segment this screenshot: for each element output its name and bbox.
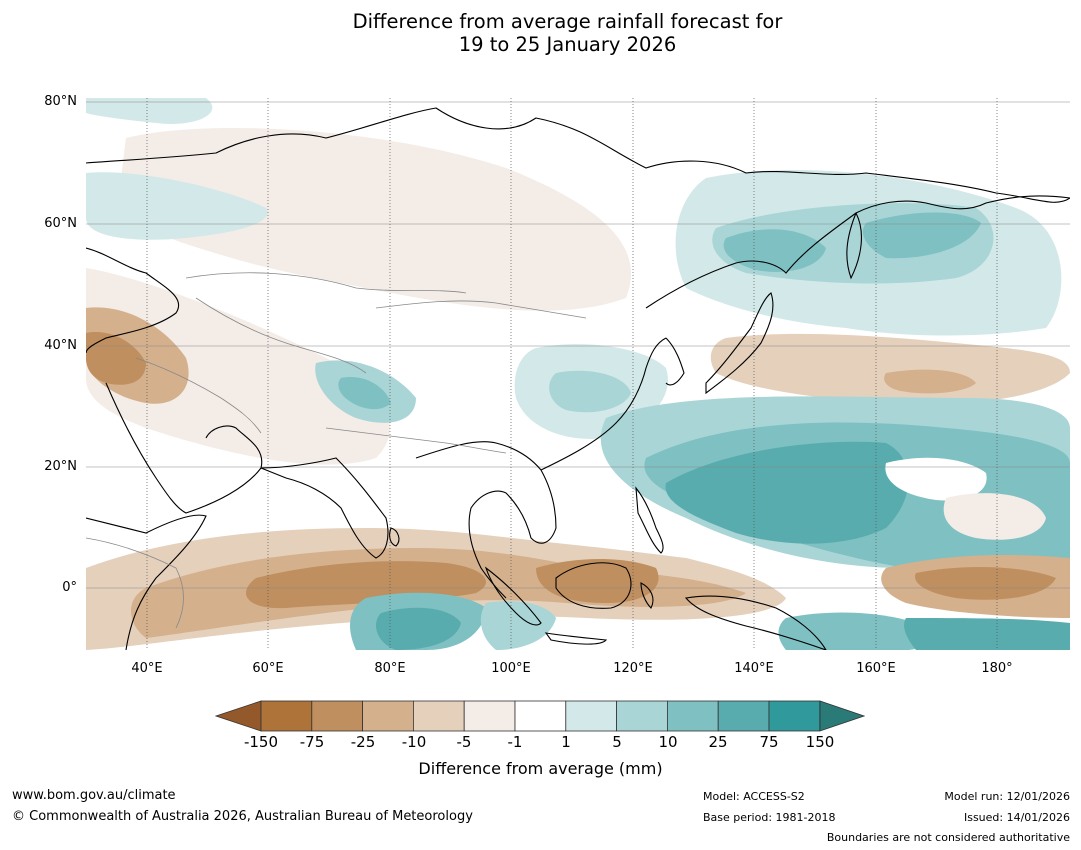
colour-bar-box <box>260 700 313 732</box>
legend-tick-minus-1: -1 <box>507 733 523 751</box>
coast-korea <box>665 337 685 386</box>
lat-label-60n: 60°N <box>44 216 77 231</box>
lon-label-60e: 60°E <box>252 661 284 676</box>
gridlines <box>86 101 1070 589</box>
legend-tick-minus-150: -150 <box>243 733 279 751</box>
coast-sulawesi <box>640 582 654 609</box>
legend-tick-1: 1 <box>561 733 571 751</box>
legend-tick-10: 10 <box>658 733 678 751</box>
lon-label-160e: 160°E <box>856 661 896 676</box>
border-russia-central-asia <box>185 272 467 294</box>
issued-date: Issued: 14/01/2026 <box>963 811 1070 824</box>
coast-japan <box>705 292 774 395</box>
base-period: Base period: 1981-2018 <box>703 811 836 824</box>
dry-pocket-east-pacific <box>943 493 1046 540</box>
colour-bar <box>215 700 865 732</box>
anomaly-shading <box>86 98 1070 650</box>
dry-region-borneo <box>536 559 659 603</box>
colour-bar-box <box>412 700 465 732</box>
dry-core-central-pacific-south <box>915 566 1056 600</box>
border-china-mongolia <box>375 300 587 319</box>
website-link[interactable]: www.bom.gov.au/climate <box>12 788 176 803</box>
coastlines <box>86 107 1070 650</box>
dry-band-north-pacific <box>710 333 1070 405</box>
dry-region-north-asia <box>116 128 631 311</box>
coast-sri-lanka <box>389 527 400 547</box>
lon-label-100e: 100°E <box>491 661 531 676</box>
lon-label-180: 180° <box>981 661 1013 676</box>
map-title: Difference from average rainfall forecas… <box>0 10 1081 56</box>
coast-sumatra <box>484 566 542 626</box>
rainfall-anomaly-map <box>86 98 1070 650</box>
coast-southeast-asia <box>415 441 557 599</box>
colour-bar-boxes <box>260 700 821 732</box>
legend-tick-75: 75 <box>759 733 779 751</box>
colour-bar-box <box>514 700 567 732</box>
wet-region-west-australia <box>480 601 556 650</box>
border-middle-east <box>135 357 262 434</box>
lon-label-120e: 120°E <box>613 661 653 676</box>
title-line-2: 19 to 25 January 2026 <box>458 33 677 56</box>
dry-region-middle-east-core <box>86 332 146 385</box>
coast-borneo <box>555 562 632 609</box>
dry-pocket-central-pacific <box>885 457 987 501</box>
colour-bar-box <box>362 700 414 732</box>
wet-region-arctic-west <box>86 172 268 240</box>
lat-label-0: 0° <box>62 580 77 595</box>
dry-core-north-pacific <box>884 369 976 394</box>
colour-bar-box <box>666 700 719 732</box>
coast-india <box>260 457 389 559</box>
legend-tick-minus-10: -10 <box>401 733 427 751</box>
meridians <box>146 98 998 650</box>
coast-arctic-eurasia <box>86 107 1070 203</box>
wet-region-south-pacific <box>904 618 1070 650</box>
coast-java <box>544 632 608 645</box>
coast-europe <box>86 247 180 354</box>
wet-region-south-indian-ocean-core <box>376 607 461 650</box>
coast-kamchatka <box>846 212 862 280</box>
lon-label-140e: 140°E <box>734 661 774 676</box>
border-central-asia <box>195 297 367 374</box>
lon-label-80e: 80°E <box>374 661 406 676</box>
coast-philippines <box>635 486 664 554</box>
legend-tick-25: 25 <box>708 733 728 751</box>
wet-region-tibet-core <box>338 377 391 410</box>
copyright-text: © Commonwealth of Australia 2026, Austra… <box>12 809 473 824</box>
coast-arabia <box>105 382 263 514</box>
colour-bar-over-arrow <box>819 700 865 732</box>
legend-tick-minus-25: -25 <box>350 733 376 751</box>
colour-bar-box <box>717 700 770 732</box>
legend-tick-5: 5 <box>612 733 622 751</box>
title-line-1: Difference from average rainfall forecas… <box>352 10 783 33</box>
border-africa <box>86 537 184 629</box>
legend-tick-150: 150 <box>805 733 835 751</box>
wet-region-arctic-north <box>86 98 213 124</box>
model-name: Model: ACCESS-S2 <box>703 790 805 803</box>
lat-label-40n: 40°N <box>44 338 77 353</box>
lat-label-20n: 20°N <box>44 459 77 474</box>
colour-bar-box <box>565 700 617 732</box>
coast-china <box>540 337 667 471</box>
colour-bar-under-arrow <box>215 700 262 732</box>
colour-bar-box <box>311 700 364 732</box>
wet-region-coral-sea <box>778 612 927 650</box>
coast-new-guinea <box>684 595 827 650</box>
map-canvas <box>86 98 1070 650</box>
colour-bar-box <box>768 700 821 732</box>
model-run-date: Model run: 12/01/2026 <box>944 790 1070 803</box>
legend-tick-minus-5: -5 <box>456 733 472 751</box>
political-boundaries <box>86 272 587 629</box>
coast-africa-horn <box>86 514 207 650</box>
border-himalaya <box>325 427 507 454</box>
colour-bar-box <box>463 700 516 732</box>
boundaries-disclaimer: Boundaries are not considered authoritat… <box>826 831 1070 844</box>
legend-title: Difference from average (mm) <box>418 759 663 778</box>
lat-label-80n: 80°N <box>44 94 77 109</box>
wet-region-china-core <box>549 370 631 413</box>
legend-tick-minus-75: -75 <box>299 733 325 751</box>
dry-region-west-asia <box>86 268 390 465</box>
colour-bar-box <box>616 700 668 732</box>
lon-label-40e: 40°E <box>131 661 163 676</box>
